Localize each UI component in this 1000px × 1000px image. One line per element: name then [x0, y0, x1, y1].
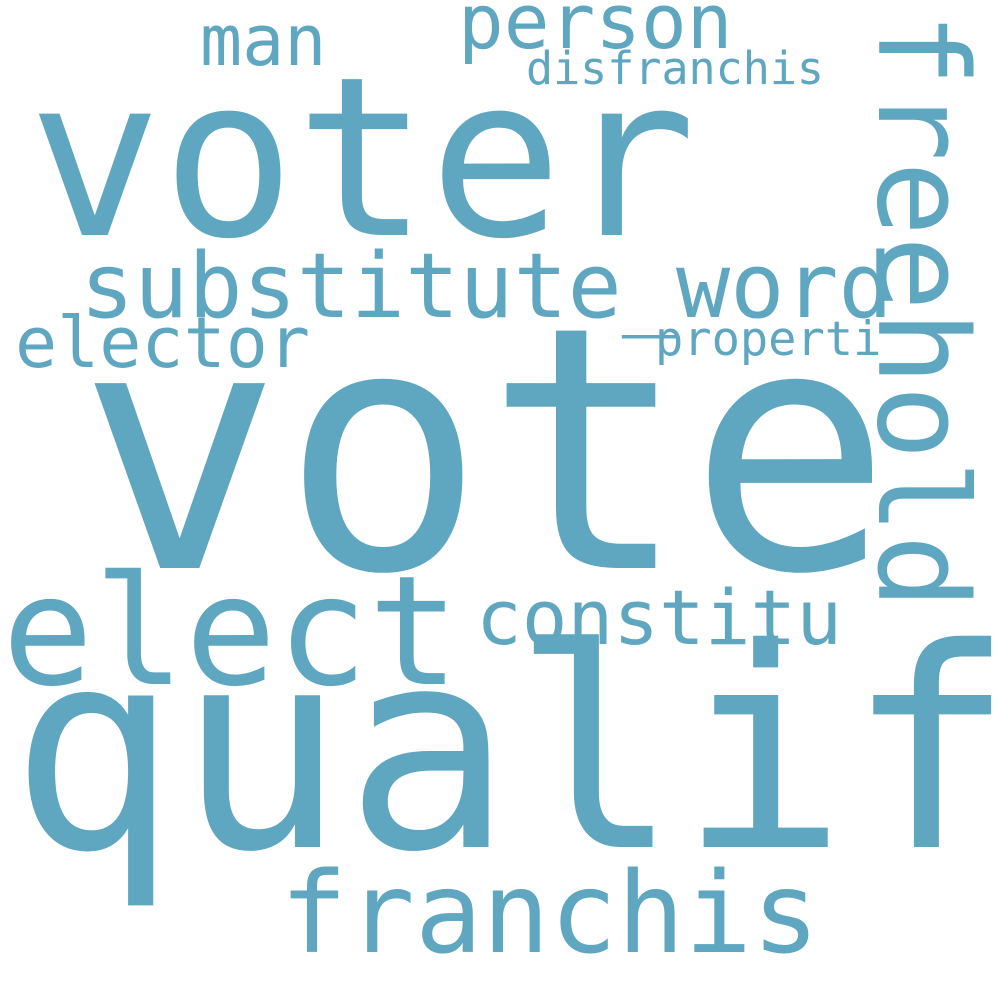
word-substitute-word: substitute_word	[80, 234, 893, 339]
word-elector: elector	[15, 302, 311, 384]
word-elect: elect	[2, 543, 460, 720]
word-properti: properti	[655, 312, 882, 367]
word-qualif: qualif	[10, 589, 1000, 913]
word-disfranchis: disfranchis	[526, 42, 825, 95]
word-voter: voter	[28, 30, 697, 288]
word-vote: vote	[78, 254, 892, 648]
word-man: man	[200, 0, 327, 82]
word-person: person	[458, 0, 733, 66]
word-constitu: constitu	[476, 573, 843, 662]
word-franchis: franchis	[280, 849, 820, 979]
